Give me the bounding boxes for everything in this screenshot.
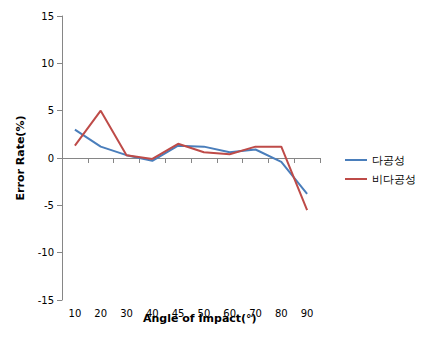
svg-text:40: 40 [146, 308, 159, 319]
svg-text:10: 10 [69, 308, 82, 319]
svg-text:-10: -10 [38, 247, 54, 258]
svg-text:다공성: 다공성 [372, 154, 405, 167]
svg-text:60: 60 [223, 308, 236, 319]
svg-text:Error Rate(%): Error Rate(%) [14, 116, 27, 201]
svg-text:45: 45 [172, 308, 185, 319]
svg-text:Angle of Impact(°): Angle of Impact(°) [143, 312, 257, 325]
svg-text:70: 70 [249, 308, 262, 319]
svg-text:5: 5 [48, 105, 54, 116]
svg-text:0: 0 [48, 153, 54, 164]
svg-text:-15: -15 [38, 295, 54, 306]
svg-text:비다공성: 비다공성 [372, 173, 416, 186]
svg-text:10: 10 [41, 58, 54, 69]
svg-text:20: 20 [94, 308, 107, 319]
svg-text:80: 80 [275, 308, 288, 319]
svg-text:-5: -5 [44, 200, 54, 211]
svg-text:50: 50 [198, 308, 211, 319]
svg-text:15: 15 [41, 11, 54, 22]
svg-text:90: 90 [301, 308, 314, 319]
svg-text:30: 30 [120, 308, 133, 319]
